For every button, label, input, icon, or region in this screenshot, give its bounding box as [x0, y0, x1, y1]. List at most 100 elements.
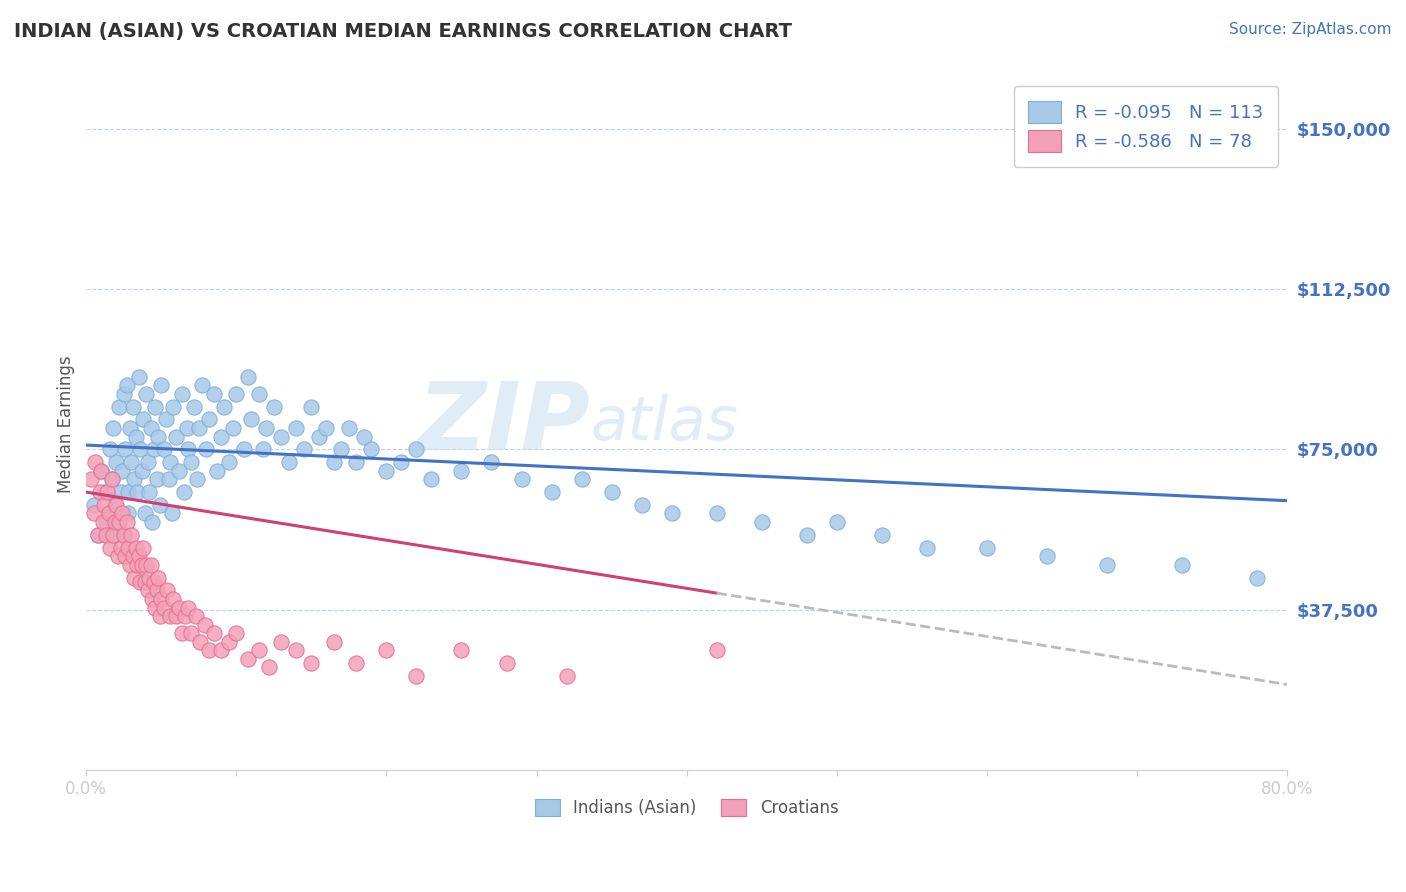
Point [98, 528, 121, 542]
Point [143, 400, 166, 414]
Text: ZIP: ZIP [418, 377, 591, 470]
Point [169, 464, 191, 478]
Point [112, 528, 135, 542]
Point [510, 472, 533, 486]
Point [121, 400, 143, 414]
Point [976, 541, 998, 555]
Point [555, 669, 578, 683]
Point [141, 592, 163, 607]
Point [146, 583, 169, 598]
Point [118, 421, 141, 435]
Point [353, 429, 375, 443]
Point [177, 600, 200, 615]
Point [84, 455, 107, 469]
Point [198, 412, 221, 426]
Point [571, 472, 593, 486]
Point [111, 507, 134, 521]
Point [120, 455, 142, 469]
Point [198, 643, 221, 657]
Point [93, 485, 115, 500]
Point [1036, 549, 1059, 564]
Point [254, 421, 277, 435]
Point [107, 549, 129, 564]
Point [124, 472, 146, 486]
Point [285, 643, 308, 657]
Point [135, 386, 157, 401]
Point [299, 400, 322, 414]
Point [132, 412, 155, 426]
Point [209, 643, 232, 657]
Point [117, 541, 139, 555]
Point [121, 549, 143, 564]
Point [98, 442, 121, 457]
Point [114, 442, 136, 457]
Point [125, 429, 148, 443]
Point [90, 464, 112, 478]
Point [405, 669, 427, 683]
Point [209, 429, 232, 443]
Point [80, 472, 103, 486]
Point [117, 507, 139, 521]
Point [105, 455, 128, 469]
Point [252, 442, 274, 457]
Point [129, 574, 152, 589]
Point [247, 386, 270, 401]
Point [915, 541, 938, 555]
Point [94, 515, 117, 529]
Point [173, 485, 195, 500]
Point [96, 485, 118, 500]
Point [83, 507, 105, 521]
Point [277, 455, 299, 469]
Point [112, 528, 135, 542]
Point [153, 600, 176, 615]
Point [127, 558, 149, 572]
Point [91, 515, 114, 529]
Point [174, 609, 197, 624]
Point [225, 626, 247, 640]
Point [131, 558, 153, 572]
Point [481, 455, 503, 469]
Point [129, 442, 152, 457]
Point [263, 400, 285, 414]
Point [420, 472, 443, 486]
Point [225, 386, 247, 401]
Point [218, 634, 240, 648]
Point [132, 541, 155, 555]
Point [315, 421, 337, 435]
Point [180, 455, 202, 469]
Point [322, 455, 344, 469]
Point [159, 609, 181, 624]
Point [90, 464, 112, 478]
Text: INDIAN (ASIAN) VS CROATIAN MEDIAN EARNINGS CORRELATION CHART: INDIAN (ASIAN) VS CROATIAN MEDIAN EARNIN… [14, 22, 792, 41]
Point [187, 421, 209, 435]
Point [139, 558, 162, 572]
Point [330, 442, 353, 457]
Point [148, 571, 170, 585]
Point [131, 464, 153, 478]
Point [165, 429, 187, 443]
Point [450, 643, 472, 657]
Point [107, 515, 129, 529]
Point [238, 652, 260, 666]
Point [135, 558, 157, 572]
Point [214, 400, 236, 414]
Point [93, 498, 115, 512]
Point [1246, 571, 1268, 585]
Point [186, 472, 208, 486]
Point [115, 378, 138, 392]
Point [114, 549, 136, 564]
Point [270, 634, 292, 648]
Point [138, 485, 160, 500]
Point [600, 485, 623, 500]
Point [136, 583, 159, 598]
Point [176, 421, 198, 435]
Point [157, 472, 180, 486]
Point [360, 442, 382, 457]
Point [405, 442, 427, 457]
Point [108, 515, 131, 529]
Point [706, 507, 728, 521]
Point [191, 378, 214, 392]
Point [450, 464, 472, 478]
Point [183, 400, 205, 414]
Point [375, 643, 398, 657]
